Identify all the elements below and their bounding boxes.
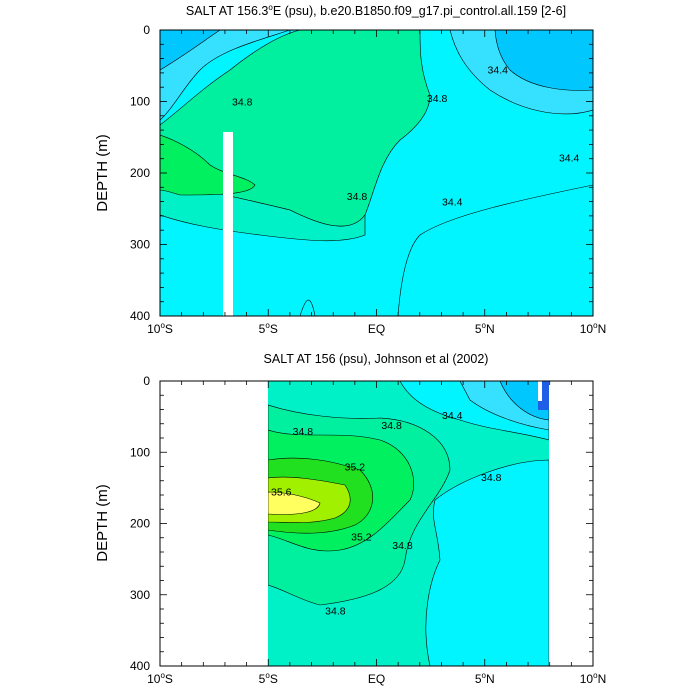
top-panel: SALT AT 156.3oE (psu), b.e20.B1850.f09_g… [94, 3, 606, 336]
top-contour-label-text: 34.4 [559, 152, 580, 164]
bottom-contour-label-text: 34.8 [381, 420, 402, 432]
top-contour-label-text: 34.8 [232, 97, 253, 109]
top-contour-label-text: 34.4 [442, 197, 463, 209]
bottom-contour-label: 35.2 [345, 462, 366, 474]
bottom-contour-label: 34.8 [481, 472, 502, 484]
bottom-contour-label: 34.8 [392, 540, 413, 552]
bottom-contour-label-text: 34.8 [481, 472, 502, 484]
bottom-contour-label-text: 34.4 [442, 410, 463, 422]
top-contour-label: 34.4 [442, 197, 463, 209]
bottom-y-tick-label: 200 [130, 517, 150, 531]
bottom-contour-label: 34.8 [325, 605, 346, 617]
bottom-contour-label-text: 34.8 [392, 540, 413, 552]
bottom-y-axis-label: DEPTH (m) [94, 484, 111, 562]
top-y-tick-label: 400 [130, 309, 150, 323]
top-contour-label-text: 34.8 [427, 93, 448, 105]
top-missing-data-bar [223, 132, 233, 316]
top-panel-title: SALT AT 156.3oE (psu), b.e20.B1850.f09_g… [186, 3, 566, 18]
bottom-x-tick-label: 10oS [147, 671, 173, 686]
top-x-tick-label: 10oS [147, 321, 173, 336]
bottom-contour-label-text: 35.2 [351, 531, 372, 543]
top-x-tick-label: 10oN [580, 321, 606, 336]
bottom-contour-label: 34.4 [442, 410, 463, 422]
bottom-contour-label-text: 35.6 [271, 486, 292, 498]
bottom-panel: SALT AT 156 (psu), Johnson et al (2002) … [94, 352, 606, 686]
top-contour-label: 34.4 [488, 64, 509, 76]
bottom-x-tick-label: 10oN [580, 671, 606, 686]
top-contour-label: 34.8 [347, 191, 368, 203]
bottom-contour-labels: 34.8 34.8 34.4 35.2 34.8 35.6 35.2 34.8 34.8 [271, 410, 502, 617]
top-x-tick-label: 5oS [259, 321, 278, 336]
top-y-tick-label: 300 [130, 238, 150, 252]
top-contour-label-text: 34.4 [488, 64, 509, 76]
top-contour-label: 34.4 [559, 152, 580, 164]
bottom-x-tick-label: 5oS [259, 671, 278, 686]
top-x-tick-label: EQ [368, 322, 385, 336]
top-x-tick-label: 5oN [475, 321, 495, 336]
bottom-contour-label-text: 35.2 [345, 462, 366, 474]
top-y-tick-label: 200 [130, 166, 150, 180]
top-y-tick-label: 100 [130, 95, 150, 109]
top-axis-ticks: 10oS 5oS EQ 5oN 10oN 0 100 200 300 400 [130, 23, 606, 336]
bottom-contour-label: 34.8 [381, 420, 402, 432]
bottom-contour-label-text: 34.8 [293, 426, 314, 438]
bottom-contour-label: 35.6 [271, 486, 292, 498]
top-contour-label: 34.8 [232, 97, 253, 109]
bottom-contour-label-text: 34.8 [325, 605, 346, 617]
bottom-axis-ticks: 10oS 5oS EQ 5oN 10oN 0 100 200 300 400 [130, 374, 606, 686]
top-contour-lines [299, 184, 593, 316]
bottom-contour-label: 35.2 [351, 531, 372, 543]
bottom-y-tick-label: 300 [130, 588, 150, 602]
bottom-x-tick-label: EQ [368, 672, 385, 686]
top-contour-label-text: 34.8 [347, 191, 368, 203]
bottom-y-tick-label: 100 [130, 445, 150, 459]
bottom-y-tick-label: 0 [143, 374, 150, 388]
bottom-y-tick-label: 400 [130, 659, 150, 673]
top-contour-labels: 34.8 34.8 34.4 34.4 34.8 34.4 [232, 64, 580, 208]
bottom-x-tick-label: 5oN [475, 671, 495, 686]
top-y-axis-label: DEPTH (m) [94, 134, 111, 212]
bottom-missing-data-bar [538, 381, 542, 401]
top-y-tick-label: 0 [143, 23, 150, 37]
bottom-panel-title: SALT AT 156 (psu), Johnson et al (2002) [264, 352, 489, 366]
top-contour-label: 34.8 [427, 93, 448, 105]
bottom-contour-label: 34.8 [293, 426, 314, 438]
bottom-contour-fills [268, 381, 549, 666]
